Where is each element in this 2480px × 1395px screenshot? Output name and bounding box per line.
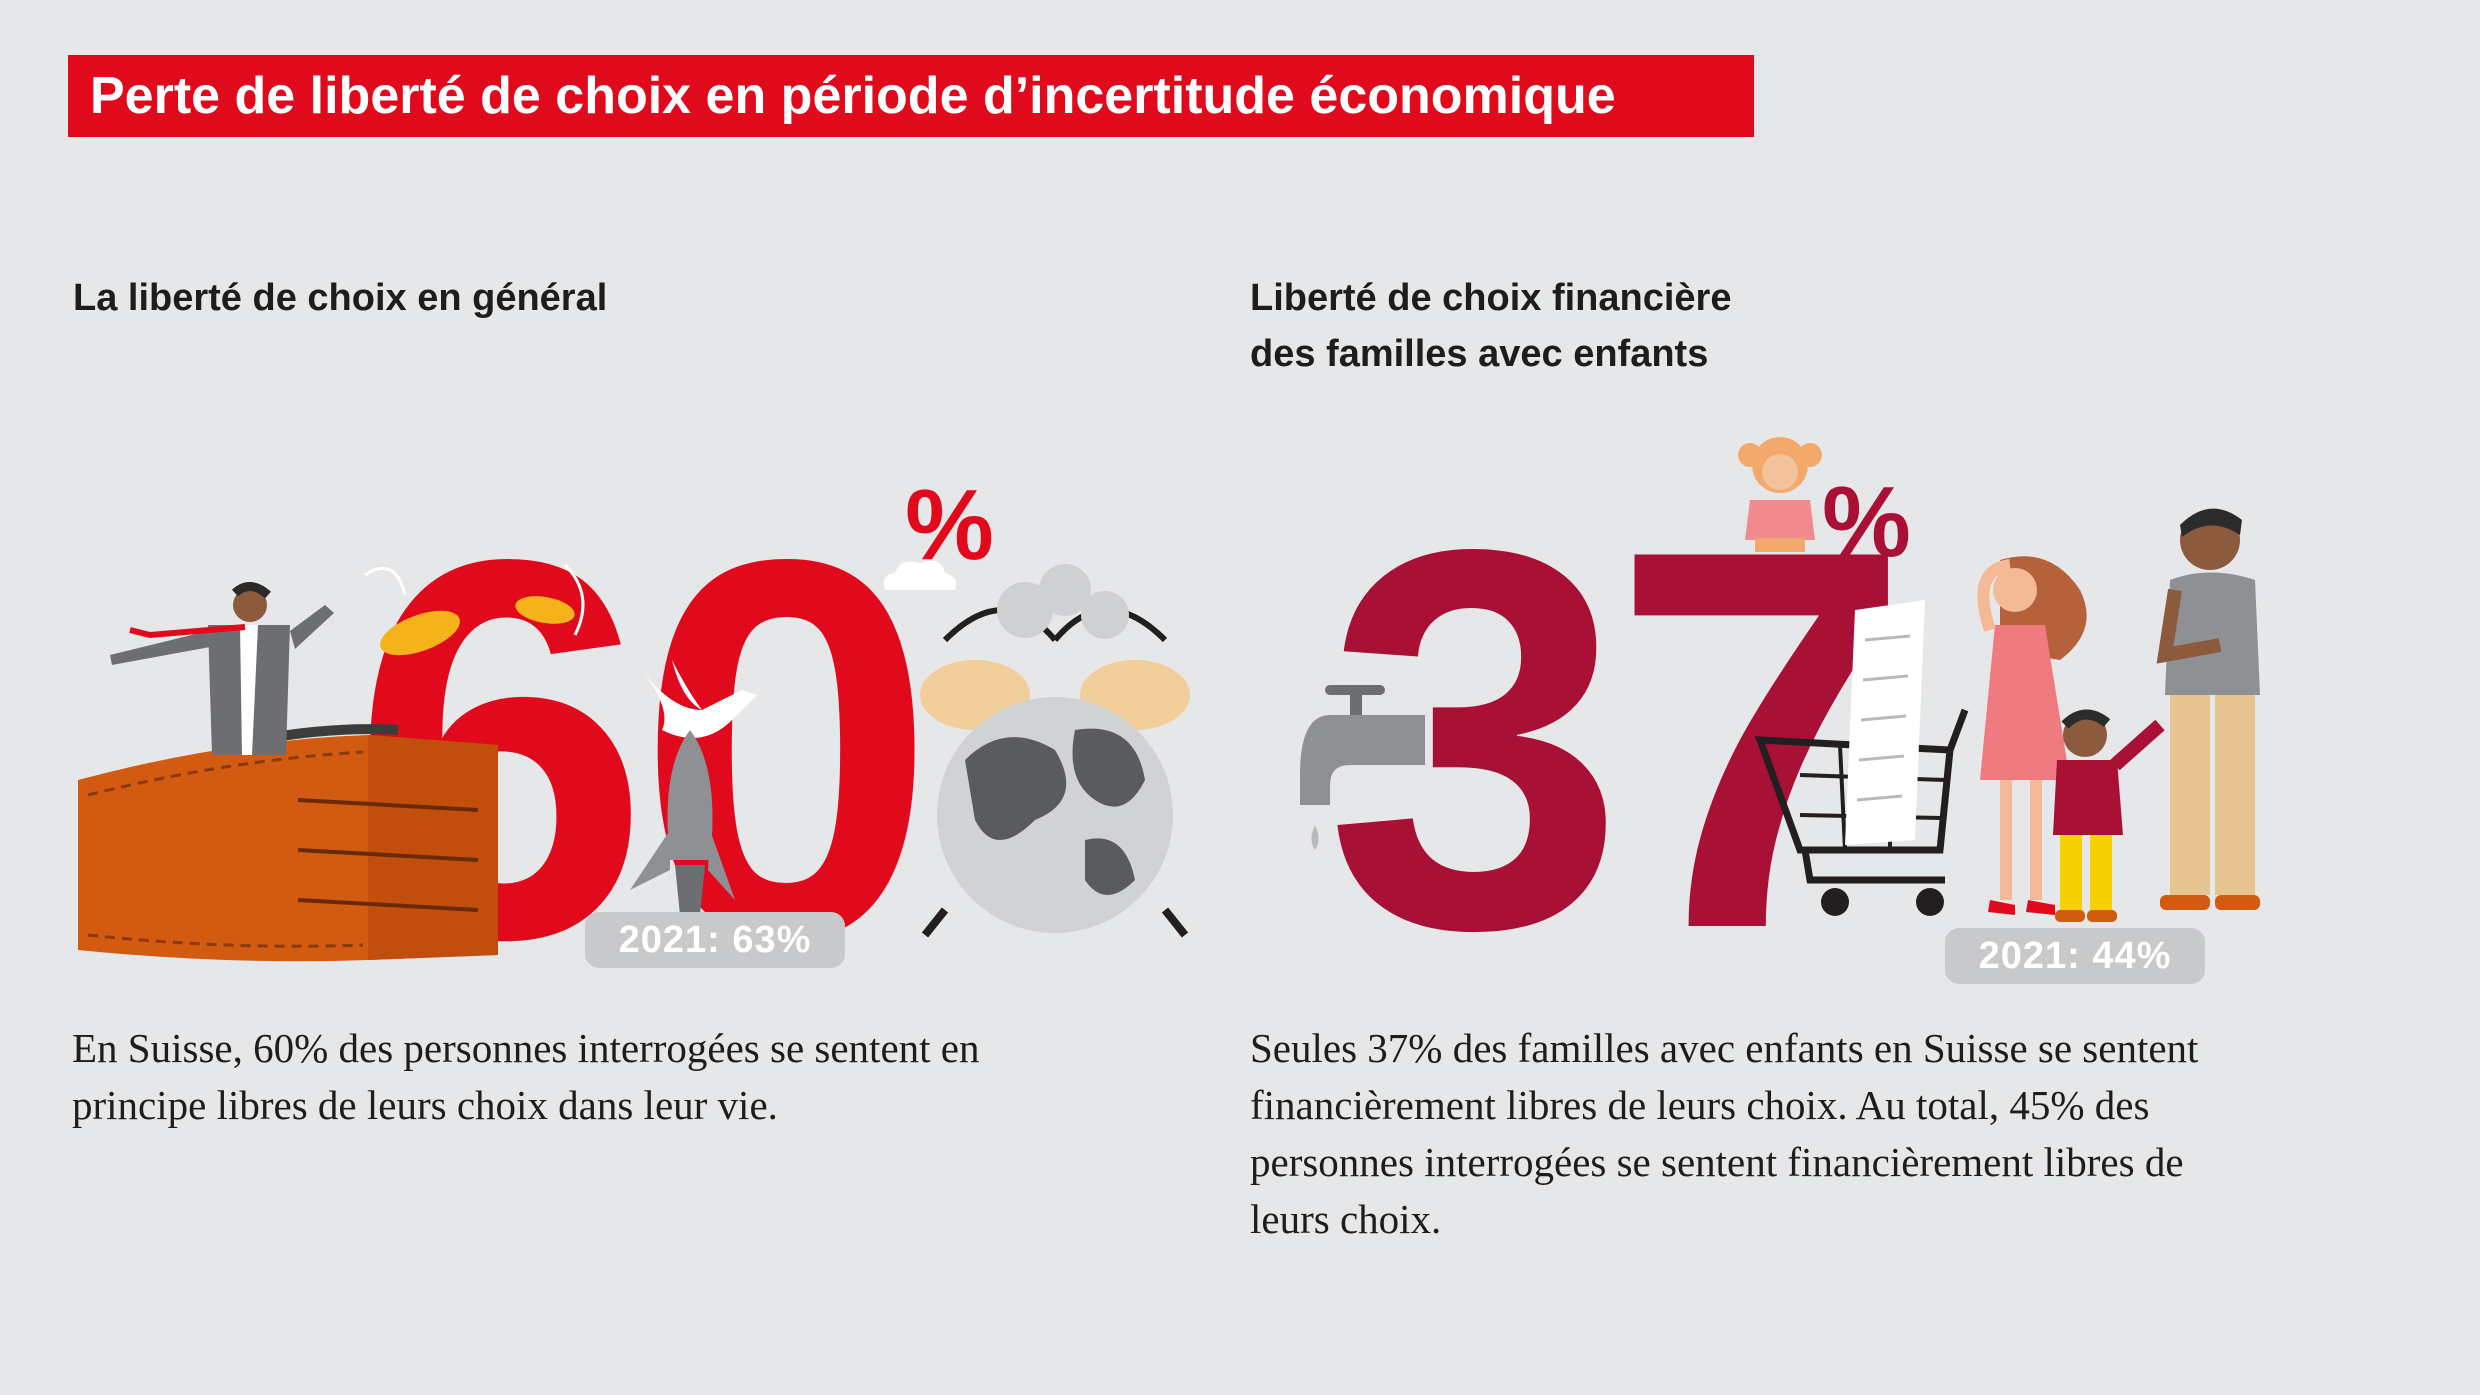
- businessman-icon: [110, 582, 334, 755]
- girl-icon: [1738, 437, 1822, 552]
- body-text-general: En Suisse, 60% des personnes interrogées…: [72, 1020, 980, 1134]
- cloud-icon: [883, 560, 957, 590]
- body-text-general-line-1: En Suisse, 60% des personnes interrogées…: [72, 1025, 980, 1071]
- faucet-icon: [1300, 685, 1425, 850]
- percent-sign-right: %: [1822, 466, 1911, 578]
- section-heading-general: La liberté de choix en général: [73, 277, 608, 319]
- section-heading-families: Liberté de choix financière des familles…: [1250, 270, 1731, 382]
- section-heading-families-line-1: Liberté de choix financière: [1250, 277, 1732, 319]
- badge-2021-left: 2021: 63%: [585, 912, 845, 968]
- badge-2021-right: 2021: 44%: [1945, 928, 2205, 984]
- man-icon: [2156, 508, 2260, 910]
- woman-icon: [1977, 556, 2087, 915]
- dove-icon: [642, 660, 757, 738]
- globe-alarm-clock-icon: [920, 564, 1190, 938]
- wallet-icon: [78, 724, 498, 962]
- body-text-families: Seules 37% des familles avec enfants en …: [1250, 1020, 2198, 1248]
- percent-sign-left: %: [905, 469, 994, 581]
- body-text-families-line-2: financièrement libres de leurs choix. Au…: [1250, 1082, 2150, 1128]
- body-text-families-line-4: leurs choix.: [1250, 1196, 1442, 1242]
- page-title: Perte de liberté de choix en période d’i…: [68, 55, 1754, 137]
- body-text-families-line-3: personnes interrogées se sentent financi…: [1250, 1139, 2184, 1185]
- body-text-families-line-1: Seules 37% des familles avec enfants en …: [1250, 1025, 2199, 1071]
- receipt-icon: [1845, 600, 1925, 845]
- rocket-icon: [630, 730, 735, 915]
- coin-icon: [364, 563, 585, 656]
- boy-icon: [2053, 709, 2165, 922]
- body-text-general-line-2: principe libres de leurs choix dans leur…: [72, 1082, 778, 1128]
- section-heading-families-line-2: des familles avec enfants: [1250, 333, 1709, 375]
